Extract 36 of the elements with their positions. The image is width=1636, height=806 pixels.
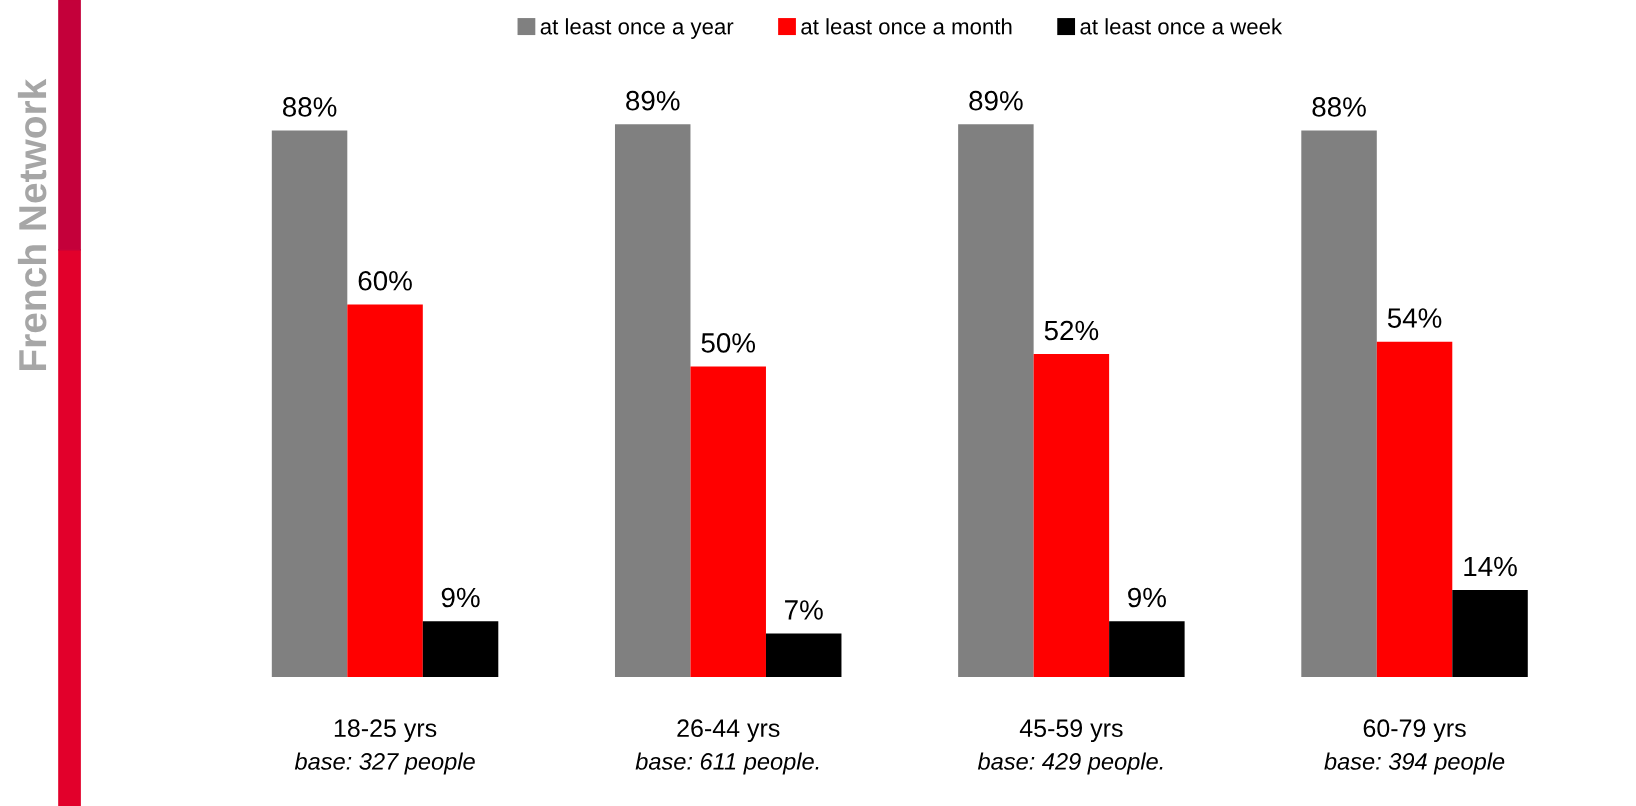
legend-label: at least once a week bbox=[1080, 18, 1283, 35]
data-label: 9% bbox=[441, 587, 480, 608]
data-label: 9% bbox=[1128, 587, 1166, 608]
x-tick-label: 26-44 yrs bbox=[677, 719, 780, 743]
bar bbox=[958, 124, 1034, 678]
text: French Network bbox=[17, 78, 47, 371]
data-label: 14% bbox=[1464, 556, 1517, 577]
bar bbox=[1376, 341, 1453, 678]
x-tick-label: 60-79 yrs bbox=[1363, 719, 1466, 743]
bar bbox=[271, 130, 348, 678]
x-tick-label: 45-59 yrs bbox=[1019, 719, 1123, 743]
data-label: 88% bbox=[1312, 97, 1366, 117]
text: base: 327 people bbox=[294, 752, 475, 775]
bar bbox=[765, 633, 842, 678]
legend-label: at least once a year bbox=[540, 18, 734, 39]
data-label: 50% bbox=[701, 333, 756, 353]
data-label: 54% bbox=[1387, 308, 1442, 328]
legend-label: at least once a month bbox=[801, 18, 1012, 35]
bar bbox=[1109, 621, 1185, 678]
text: base: 611 people. bbox=[635, 752, 819, 775]
bar bbox=[614, 124, 691, 678]
data-label: 52% bbox=[1044, 320, 1099, 341]
data-label: 7% bbox=[785, 600, 823, 620]
bar bbox=[347, 304, 423, 678]
bar bbox=[1301, 130, 1377, 678]
text: base: 394 people bbox=[1324, 752, 1505, 775]
text: base: 429 people. bbox=[977, 752, 1163, 775]
bar bbox=[1033, 354, 1110, 678]
data-label: 88% bbox=[282, 97, 337, 117]
bar bbox=[1452, 590, 1528, 678]
data-label: 60% bbox=[358, 270, 412, 291]
x-tick-label: 18-25 yrs bbox=[334, 719, 437, 743]
bar bbox=[690, 366, 766, 678]
bar bbox=[422, 621, 499, 678]
data-label: 89% bbox=[969, 90, 1023, 111]
data-label: 89% bbox=[626, 90, 680, 111]
